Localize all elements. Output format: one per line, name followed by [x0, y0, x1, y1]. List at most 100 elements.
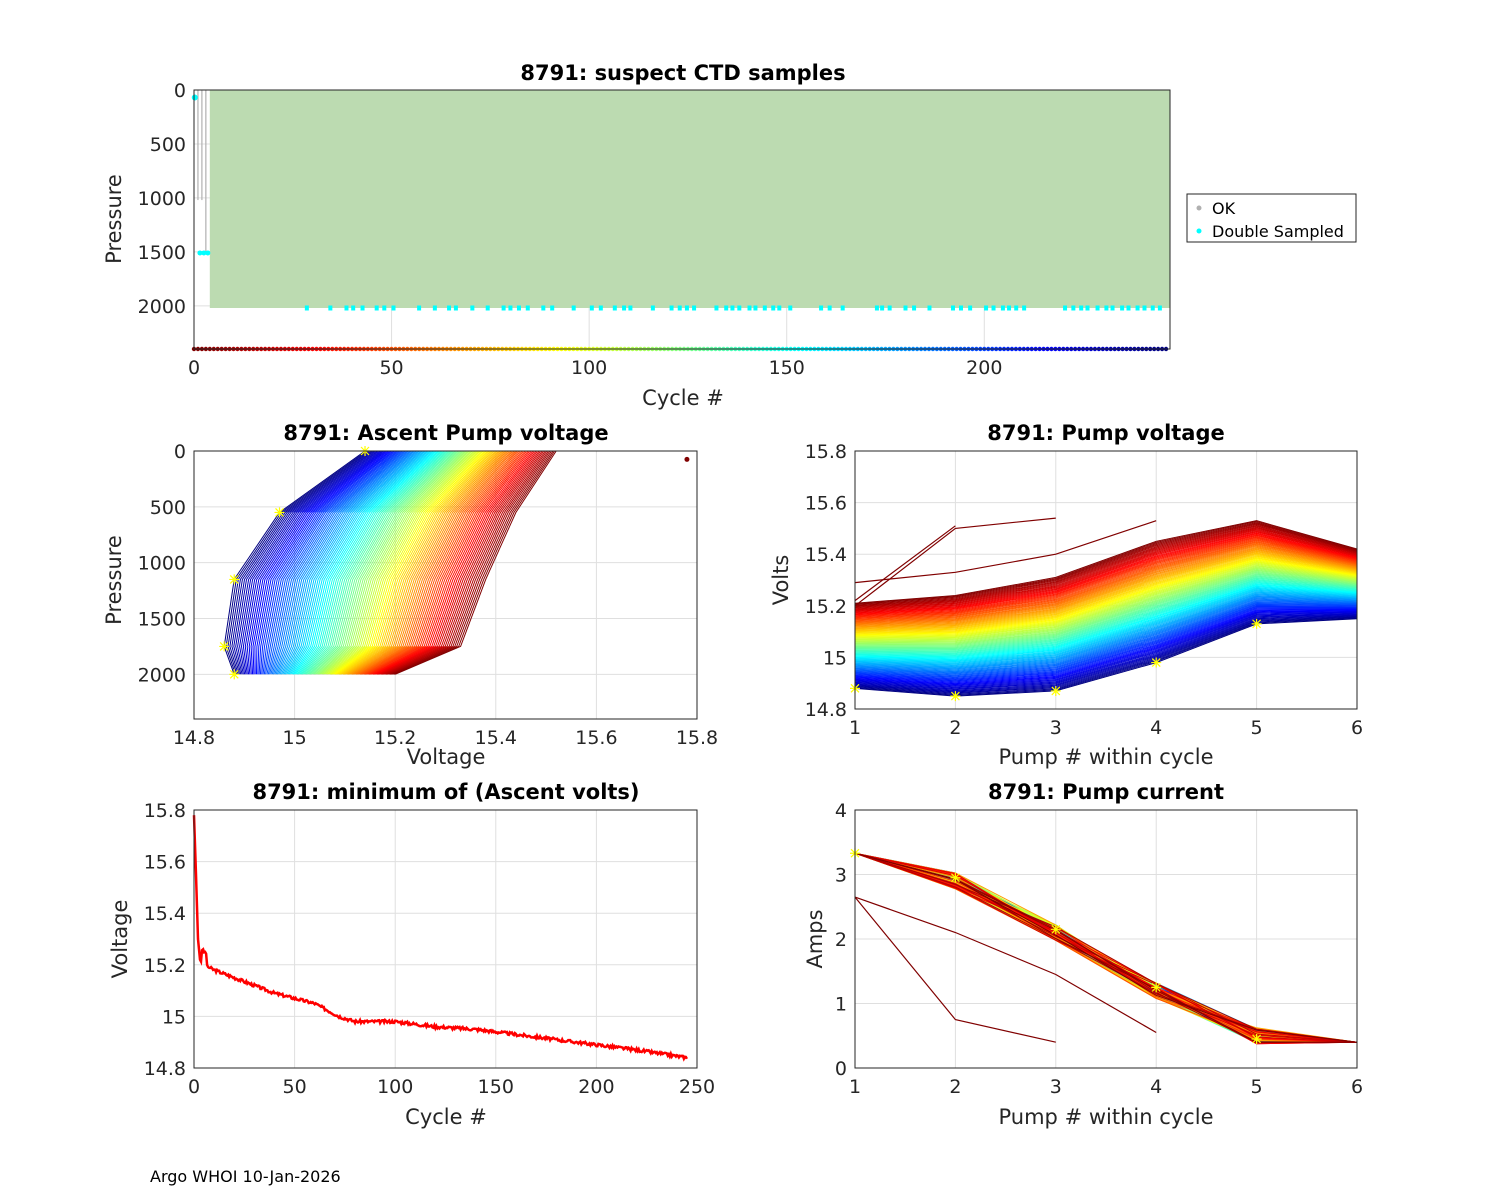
cycle-current-line: [854, 852, 1358, 1043]
cycle-profile-line: [338, 450, 490, 675]
chart-title: 8791: minimum of (Ascent volts): [252, 780, 639, 804]
cycle-voltage-line: [854, 542, 1358, 623]
cycle-voltage-line: [854, 522, 1358, 606]
cycle-voltage-line: [854, 596, 1358, 671]
cycle-profile-line: [235, 450, 375, 675]
cycle-current-line: [854, 852, 1358, 1043]
cycle-profile-line: [313, 450, 461, 675]
cycle-profile-line: [393, 450, 556, 675]
y-tick-label: 500: [150, 134, 186, 156]
early-cycle-line: [854, 896, 1056, 1043]
cycle-current-line: [854, 852, 1358, 1043]
cycle-current-line: [854, 852, 1358, 1043]
cycle-profile-line: [364, 450, 521, 675]
cycle-voltage-line: [854, 576, 1358, 652]
cycle-profile-line: [330, 450, 481, 675]
cycle-current-line: [854, 852, 1358, 1043]
cycle-current-line: [854, 852, 1358, 1044]
cycle-voltage-line: [854, 528, 1358, 611]
cycle-current-line: [854, 852, 1358, 1045]
legend-label-double-sampled: Double Sampled: [1212, 222, 1344, 241]
cycle-profile-line: [341, 450, 493, 675]
cycle-current-line: [854, 852, 1358, 1043]
cycle-profile-line: [359, 450, 515, 675]
cycle-profile-line: [309, 450, 456, 675]
cycle-profile-line: [254, 450, 391, 675]
cycle-voltage-line: [854, 526, 1358, 610]
cycle-profile-line: [388, 450, 549, 675]
cycle-current-line: [854, 852, 1358, 1043]
cycle-voltage-line: [854, 557, 1358, 635]
cycle-profile-line: [318, 450, 467, 675]
x-tick-label: 5: [1251, 1076, 1263, 1098]
cycle-voltage-line: [854, 604, 1358, 679]
newest-cycle-marker: [1050, 924, 1061, 935]
newest-cycle-marker: [229, 574, 240, 585]
cycle-profile-line: [269, 450, 408, 675]
cycle-current-line: [854, 852, 1358, 1043]
y-tick-label: 15.8: [144, 800, 186, 822]
cycle-profile-line: [395, 450, 557, 675]
early-cycle-line: [854, 525, 956, 602]
axes-box: [193, 89, 1171, 350]
y-axis-label: Volts: [769, 555, 793, 606]
cycle-profile-line: [231, 450, 372, 675]
cycle-profile-line: [315, 450, 462, 675]
cycle-current-line: [854, 852, 1358, 1043]
cycle-profile-line: [316, 450, 464, 675]
cycle-current-line: [854, 852, 1358, 1043]
y-tick-label: 15.4: [144, 903, 186, 925]
x-tick-label: 0: [188, 1076, 200, 1098]
cycle-profile-line: [262, 450, 400, 675]
cycle-profile-line: [291, 450, 434, 675]
cycle-voltage-line: [854, 592, 1358, 667]
cycle-profile-line: [347, 450, 501, 675]
cycle-voltage-line: [854, 563, 1358, 640]
cycle-profile-line: [322, 450, 472, 675]
cycle-profile-line: [288, 450, 431, 675]
x-axis-label: Pump # within cycle: [999, 1105, 1214, 1129]
cycle-profile-line: [258, 450, 395, 675]
cycle-voltage-line: [854, 557, 1358, 635]
y-tick-label: 1: [835, 994, 847, 1016]
y-axis-label: Amps: [803, 909, 827, 968]
cycle-current-line: [854, 852, 1358, 1043]
newest-cycle-marker: [1050, 685, 1061, 696]
x-tick-label: 150: [478, 1076, 514, 1098]
newest-cycle-marker: [219, 641, 230, 652]
cycle-voltage-line: [854, 530, 1358, 613]
early-cycle-line: [854, 896, 1157, 1034]
cycle-profile-line: [391, 450, 552, 675]
cycle-current-line: [854, 852, 1358, 1043]
x-tick-label: 50: [283, 1076, 307, 1098]
cycle-profile-line: [283, 450, 425, 675]
cycle-voltage-line: [854, 585, 1358, 660]
x-tick-label: 6: [1351, 717, 1363, 739]
legend-box: [1186, 193, 1357, 243]
cycle-voltage-line: [854, 561, 1358, 639]
cycle-voltage-line: [854, 522, 1358, 607]
cycle-current-line: [854, 852, 1358, 1043]
cycle-current-line: [854, 852, 1358, 1043]
cycle-voltage-line: [854, 603, 1358, 678]
chart-pump-voltage: 8791: Pump voltage Pump # within cycle V…: [769, 421, 1363, 769]
cycle-profile-line: [374, 450, 532, 675]
x-tick-label: 3: [1050, 717, 1062, 739]
cycle-current-line: [854, 852, 1358, 1043]
newest-cycle-marker: [1151, 982, 1162, 993]
cycle-voltage-line: [854, 600, 1358, 675]
cycle-voltage-line: [854, 578, 1358, 654]
cycle-profile-line: [379, 450, 538, 675]
cycle-current-line: [854, 852, 1358, 1044]
cycle-voltage-line: [854, 566, 1358, 642]
cycle-profile-line: [271, 450, 411, 675]
cycle-profile-line: [257, 450, 394, 675]
cycle-current-line: [854, 852, 1358, 1043]
cycle-voltage-line: [854, 571, 1358, 646]
cycle-profile-line: [325, 450, 475, 675]
cycle-voltage-line: [854, 577, 1358, 653]
cycle-voltage-line: [854, 601, 1358, 676]
cycle-profile-line: [366, 450, 523, 675]
cycle-current-line: [854, 852, 1358, 1043]
cycle-profile-line: [368, 450, 526, 675]
